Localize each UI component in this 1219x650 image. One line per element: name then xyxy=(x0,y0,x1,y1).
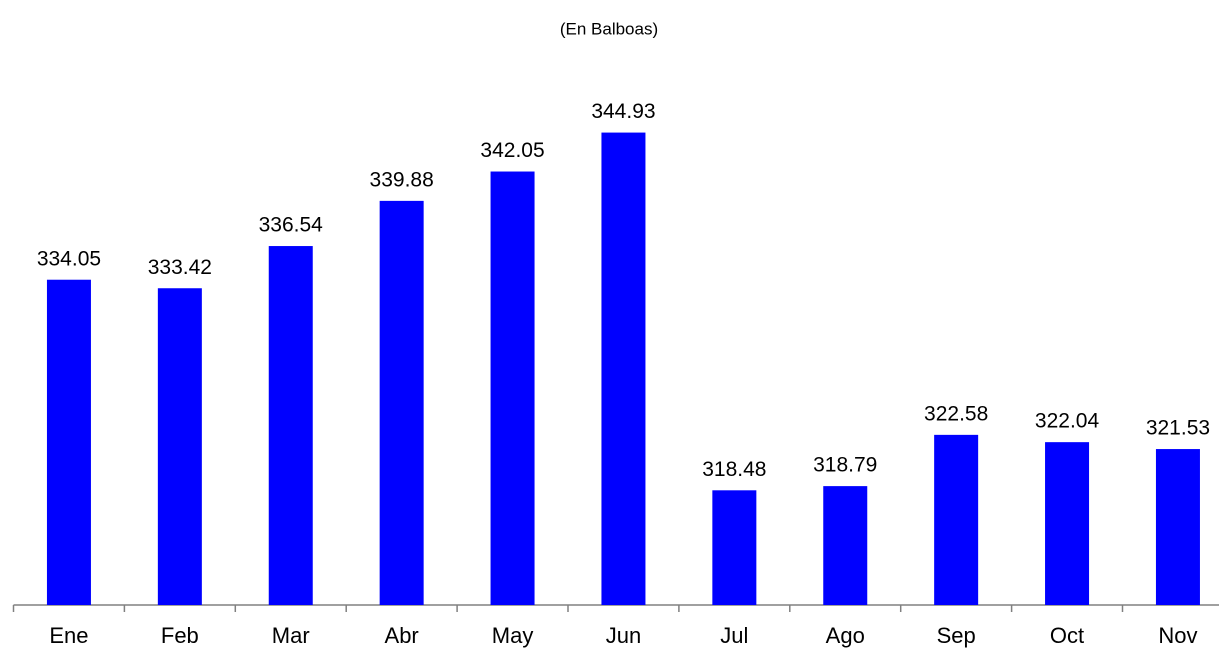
value-label: 318.48 xyxy=(702,458,766,481)
bar xyxy=(934,434,979,605)
value-label: 322.04 xyxy=(1035,410,1100,433)
bar xyxy=(268,246,313,605)
x-tick-label: Sep xyxy=(937,623,976,648)
bar xyxy=(46,279,91,605)
value-label: 336.54 xyxy=(259,214,324,237)
value-label: 322.58 xyxy=(924,402,988,425)
value-label: 334.05 xyxy=(37,247,101,270)
bar xyxy=(1155,449,1200,605)
value-label: 344.93 xyxy=(591,100,655,123)
x-tick-label: May xyxy=(492,623,534,648)
x-tick-label: Jun xyxy=(606,623,641,648)
value-label: 342.05 xyxy=(480,139,544,162)
x-tick-label: Ene xyxy=(49,623,88,648)
x-tick-label: Abr xyxy=(385,623,419,648)
bar xyxy=(823,486,868,605)
x-tick-label: Oct xyxy=(1050,623,1084,648)
value-label: 321.53 xyxy=(1146,417,1210,440)
x-tick-label: Jul xyxy=(720,623,748,648)
bar xyxy=(1045,442,1090,605)
x-tick-label: Mar xyxy=(272,623,310,648)
bar xyxy=(601,132,646,605)
bar xyxy=(157,288,202,605)
value-label: 333.42 xyxy=(148,256,212,279)
value-label: 318.79 xyxy=(813,454,877,477)
x-tick-label: Ago xyxy=(826,623,865,648)
value-label: 339.88 xyxy=(370,168,434,191)
x-tick-label: Feb xyxy=(161,623,199,648)
x-tick-label: Nov xyxy=(1158,623,1197,648)
bar xyxy=(490,171,535,605)
bar xyxy=(712,490,757,605)
bar xyxy=(379,200,424,606)
chart-subtitle: (En Balboas) xyxy=(560,19,658,38)
